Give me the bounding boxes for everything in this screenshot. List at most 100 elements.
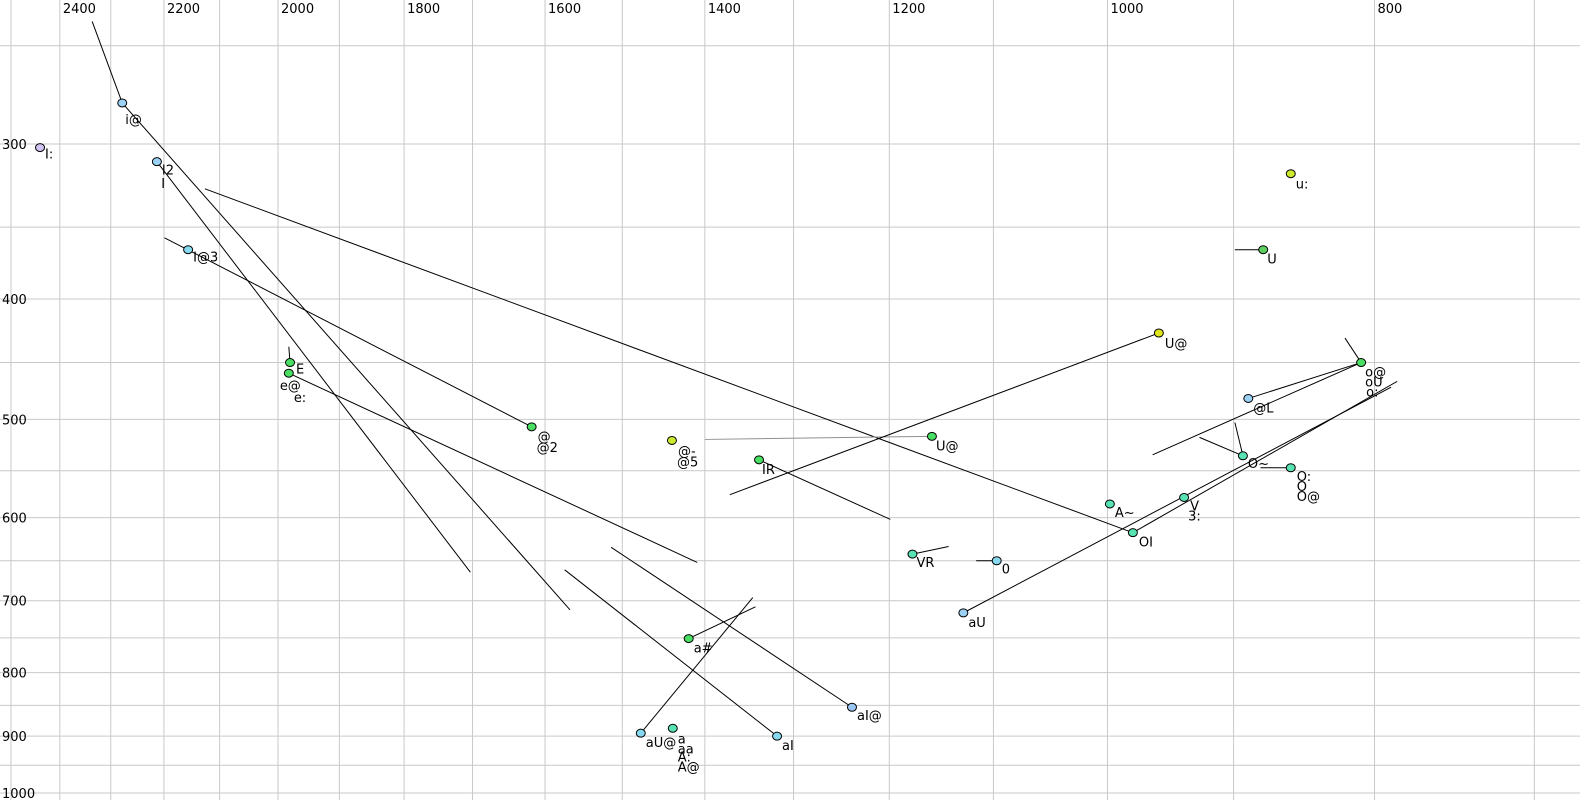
trajectory-line <box>121 102 571 611</box>
trajectory-line <box>640 597 754 734</box>
trajectory-line <box>204 188 1134 534</box>
vowel-label: I <box>161 177 165 192</box>
vowel-label: O@ <box>1297 490 1320 505</box>
vowel-label: 0 <box>1002 563 1010 578</box>
vowel-point <box>907 549 918 559</box>
vowel-point <box>183 245 194 255</box>
vowel-label: u: <box>1296 178 1309 193</box>
vowel-point <box>283 368 294 378</box>
vowel-label: @- <box>678 444 696 459</box>
trajectory-line <box>688 606 756 640</box>
vowel-label: a <box>678 732 686 747</box>
vowel-point <box>683 634 694 644</box>
vowel-label: O~ <box>1248 457 1269 472</box>
x-axis-tick-label: 800 <box>1378 2 1403 17</box>
vowel-point <box>635 728 646 738</box>
vowel-label: U@ <box>936 439 959 454</box>
trajectory-line <box>1132 380 1398 534</box>
vowel-label: I2 <box>162 164 174 179</box>
vowel-point <box>151 157 162 167</box>
y-axis-tick-label: 400 <box>2 293 27 308</box>
vowel-point <box>958 608 969 618</box>
vowel-point <box>846 702 857 712</box>
vowel-label: i@ <box>125 113 142 128</box>
vowel-label: o@ <box>1365 366 1386 381</box>
x-axis-tick-label: 1400 <box>708 2 741 17</box>
trajectory-line <box>1248 362 1362 399</box>
vowel-label: a# <box>694 642 713 657</box>
vowel-point <box>1179 492 1190 502</box>
vowel-point <box>991 556 1002 566</box>
vowel-point <box>1104 499 1115 509</box>
trajectory-line <box>1199 436 1244 457</box>
vowel-point <box>926 431 937 441</box>
vowel-label: aI@ <box>857 709 882 724</box>
y-axis-tick-label: 1000 <box>2 787 35 800</box>
vowel-label: @2 <box>537 441 558 456</box>
vowel-label: aU@ <box>646 736 676 751</box>
vowel-point <box>35 143 46 153</box>
vowel-label: A: <box>678 750 691 765</box>
y-axis-tick-label: 600 <box>2 512 27 527</box>
vowel-point <box>1356 358 1367 368</box>
vowel-label: V <box>1190 499 1199 514</box>
x-axis-tick-label: 1800 <box>407 2 440 17</box>
vowel-point <box>772 731 783 741</box>
x-axis-tick-label: 1200 <box>892 2 925 17</box>
vowel-point <box>1285 169 1296 179</box>
vowel-point <box>1127 528 1138 538</box>
y-axis-tick-label: 900 <box>2 730 27 745</box>
vowel-point <box>1285 463 1296 473</box>
trajectory-line <box>164 237 532 428</box>
vowel-point <box>117 98 128 108</box>
vowel-point <box>1153 328 1164 338</box>
trajectory-line <box>758 459 891 520</box>
y-axis-tick-label: 500 <box>2 413 27 428</box>
x-axis-tick-label: 1000 <box>1110 2 1143 17</box>
vowel-label: O: <box>1297 470 1311 485</box>
trajectory-line <box>704 435 932 440</box>
vowel-label: oU <box>1365 376 1382 391</box>
trajectory-line <box>729 332 1160 496</box>
vowel-label: aU <box>968 616 985 631</box>
trajectory-line <box>288 372 698 563</box>
vowel-label: OI <box>1139 536 1153 551</box>
vowel-label: @ <box>538 430 551 445</box>
vowel-label: U <box>1267 253 1277 268</box>
trajectory-line <box>610 546 853 708</box>
vowel-label: @L <box>1253 401 1274 416</box>
vowel-point <box>285 358 296 368</box>
y-axis-tick-label: 300 <box>2 138 27 153</box>
vowel-label: O <box>1297 480 1307 495</box>
trajectory-line <box>1344 337 1362 363</box>
vowel-label: A~ <box>1115 506 1135 521</box>
vowel-point <box>1258 245 1269 255</box>
trajectory-line <box>1152 362 1362 456</box>
vowel-label: e@ <box>280 379 301 394</box>
vowel-point <box>1237 451 1248 461</box>
vowel-label: 3: <box>1188 509 1201 524</box>
trajectory-line <box>963 386 1392 614</box>
trajectory-line <box>91 21 123 104</box>
vowel-label: VR <box>916 556 934 571</box>
trajectory-line <box>1234 422 1244 456</box>
vowel-label: IR <box>762 463 775 478</box>
x-axis-tick-label: 1600 <box>548 2 581 17</box>
trajectory-line <box>564 569 778 737</box>
trajectory-line <box>156 161 471 573</box>
vowel-point <box>667 723 678 733</box>
x-axis-tick-label: 2200 <box>167 2 200 17</box>
vowel-label: I: <box>45 148 53 163</box>
vowel-label: @5 <box>677 455 698 470</box>
y-axis-tick-label: 700 <box>2 595 27 610</box>
vowel-label: e: <box>294 391 306 406</box>
vowel-label: aa <box>678 742 694 757</box>
trajectory-line <box>912 545 949 555</box>
x-axis-tick-label: 2000 <box>281 2 314 17</box>
vowel-label: U@ <box>1165 337 1188 352</box>
vowel-label: E <box>296 363 304 378</box>
vowel-label: o: <box>1366 386 1378 401</box>
vowel-point <box>1243 393 1254 403</box>
